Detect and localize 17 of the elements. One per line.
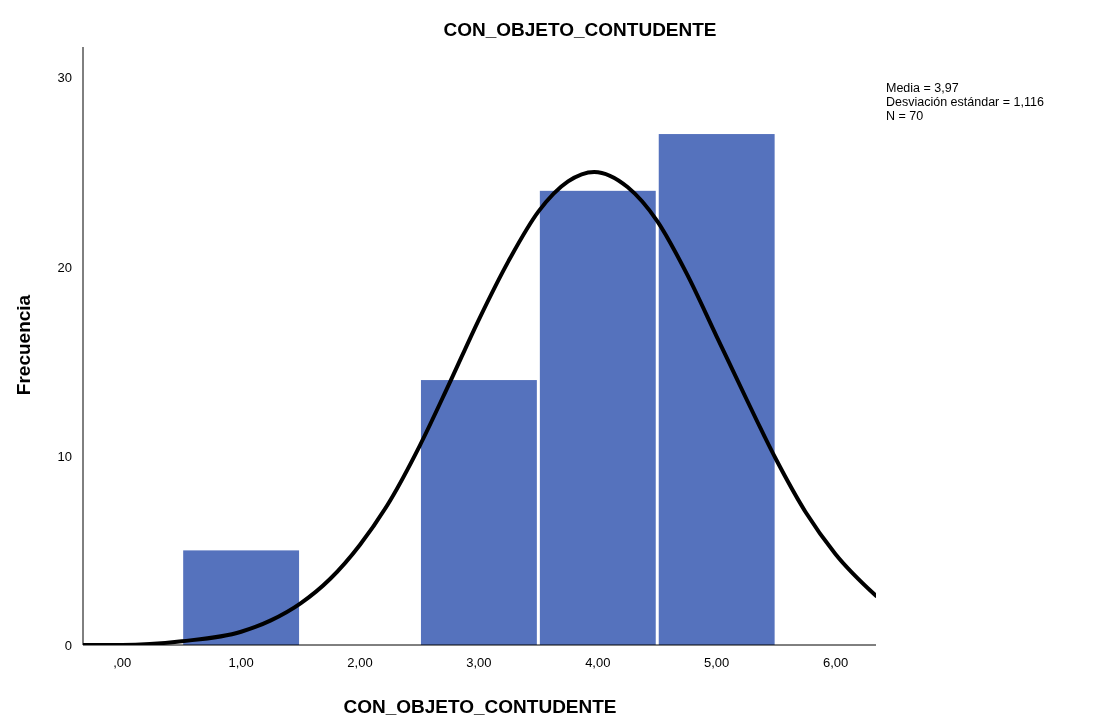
text: N = 70 xyxy=(886,109,924,123)
x-tick-label: 3,00 xyxy=(466,655,492,670)
x-tick-label: 1,00 xyxy=(228,655,254,670)
x-tick-label: 6,00 xyxy=(822,655,849,670)
y-tick-label: 30 xyxy=(57,70,72,86)
text: Media = 3,97 xyxy=(886,81,959,95)
y-axis-title: Frecuencia xyxy=(13,294,34,396)
x-axis-title: CON_OBJETO_CONTUDENTE xyxy=(343,696,617,717)
x-tick-label: 4,00 xyxy=(585,655,611,670)
y-tick-label: 10 xyxy=(57,448,72,464)
x-tick-label: ,00 xyxy=(113,655,132,670)
chart-title: CON_OBJETO_CONTUDENTE xyxy=(443,19,717,40)
text: Desviación estándar = 1,116 xyxy=(886,95,1044,109)
y-tick-label: 20 xyxy=(57,259,72,275)
y-tick-label: 0 xyxy=(64,638,72,653)
x-tick-label: 5,00 xyxy=(704,655,730,670)
x-tick-label: 2,00 xyxy=(347,655,373,670)
